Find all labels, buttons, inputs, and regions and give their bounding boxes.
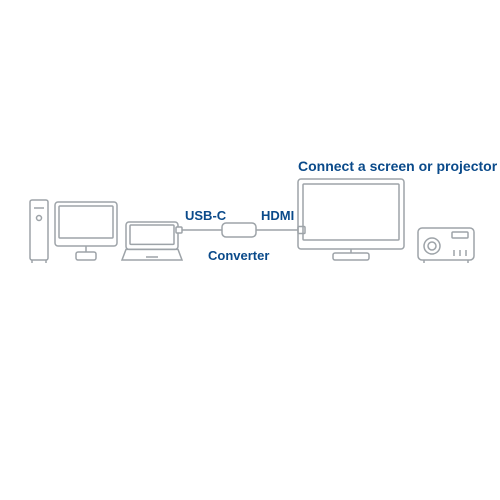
converter-label: Converter — [208, 248, 269, 263]
usb-c-label: USB-C — [185, 208, 226, 223]
hdmi-label: HDMI — [261, 208, 294, 223]
headline-label: Connect a screen or projector — [298, 158, 497, 174]
